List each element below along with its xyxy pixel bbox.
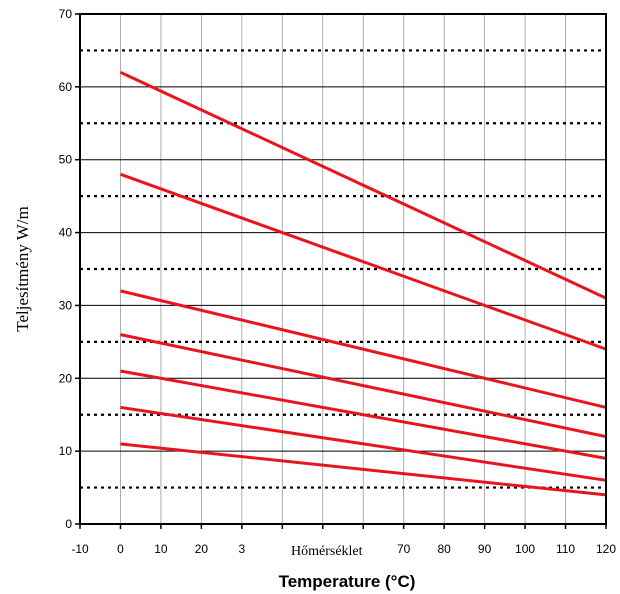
series-line-6	[120, 405, 607, 482]
y-tick-label: 30	[59, 298, 73, 312]
y-tick-label: 10	[59, 444, 73, 458]
x-tick-label: 10	[154, 542, 168, 556]
x-axis-label-hungarian: Hőmérséklet	[291, 544, 363, 559]
series-line-1	[119, 70, 607, 300]
x-tick-label: 110	[556, 542, 575, 556]
y-tick-label: 20	[59, 371, 73, 385]
y-tick-label: 0	[65, 517, 72, 531]
y-tick-label: 50	[59, 153, 73, 167]
plot-frame	[79, 13, 607, 525]
x-tick-label: 100	[515, 542, 535, 556]
x-tick-label: 70	[397, 542, 411, 556]
series-line-5	[120, 369, 607, 460]
grid	[80, 14, 606, 524]
tick-labels: 0 10 20 30 40 50 60 70 -10 0 10 20 3 70 80 90 100 110 120	[59, 7, 617, 556]
series-line-3	[120, 289, 607, 409]
y-tick-label: 60	[59, 80, 73, 94]
x-tick-label: 0	[117, 542, 124, 556]
series-line-4	[120, 333, 607, 439]
series-lines	[119, 70, 607, 497]
series-line-7	[120, 442, 607, 497]
x-tick-label: 20	[195, 542, 209, 556]
series-line-2	[119, 172, 607, 351]
x-tick-label: 120	[596, 542, 616, 556]
x-axis-label: Temperature (°C)	[279, 572, 416, 591]
x-tick-label: 80	[437, 542, 451, 556]
x-tick-label: 3	[239, 542, 246, 556]
x-tick-label: 90	[478, 542, 492, 556]
x-tick-label: -10	[71, 542, 89, 556]
y-axis-label: Teljesítmény W/m	[13, 206, 32, 332]
y-tick-label: 70	[59, 7, 73, 21]
y-tick-label: 40	[59, 226, 73, 240]
